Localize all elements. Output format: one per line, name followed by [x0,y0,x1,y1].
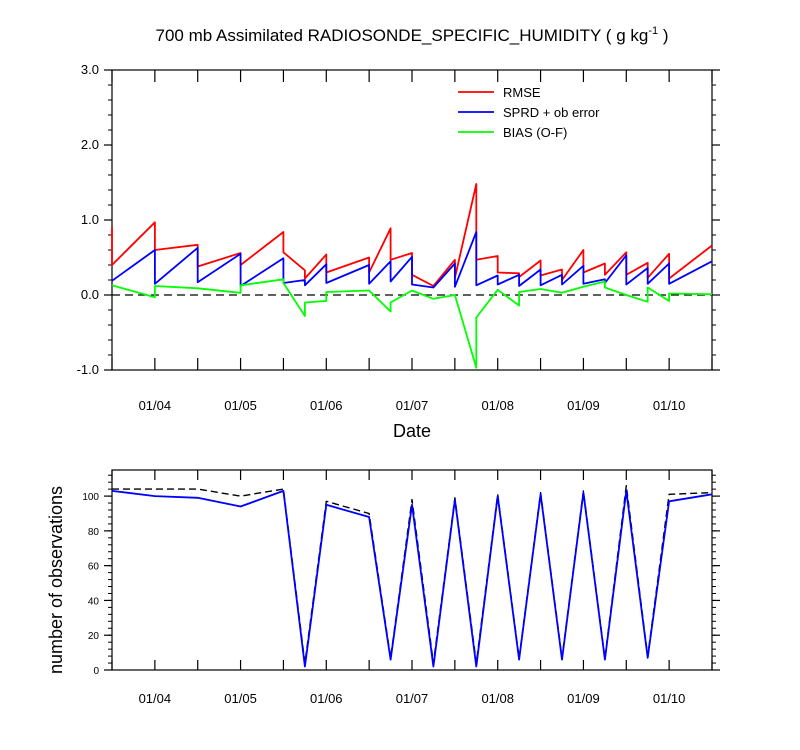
series-line-sprd-ob-error [111,231,713,289]
plot-frame [111,69,713,371]
x-tick-label: 01/10 [653,691,686,706]
x-tick-label: 01/09 [567,398,600,413]
y-tick-label: 3.0 [81,62,99,77]
top-panel: 01/04 01/05 01/06 01/07 01/08 01/09 01/10 3.0 2.… [77,62,720,441]
x-tick-label: 01/08 [481,691,514,706]
y-tick-label: 40 [88,596,100,607]
legend-label: RMSE [503,85,541,100]
y-tick-label: 1.0 [81,212,99,227]
chart-title: 700 mb Assimilated RADIOSONDE_SPECIFIC_H… [156,25,669,45]
series-line-bias-o-f [111,278,713,369]
bottom-panel: 01/04 01/05 01/06 01/07 01/08 01/09 01/10 0 20 40… [46,469,720,706]
y-tick-label: 80 [88,527,100,538]
x-tick-label: 01/05 [224,691,257,706]
y-axis-label: number of observations [46,486,66,674]
y-tick-label: 100 [82,492,99,503]
y-tick-label: 60 [88,562,100,573]
y-tick-label: 0.0 [81,287,99,302]
series-line-observations-possible [112,485,713,664]
x-tick-label: 01/05 [224,398,257,413]
x-tick-label: 01/06 [310,691,343,706]
legend-label: BIAS (O-F) [503,125,567,140]
legend-label: SPRD + ob error [503,105,600,120]
x-tick-label: 01/08 [481,398,514,413]
series-line-observations-assimilated [111,489,713,668]
x-tick-label: 01/09 [567,691,600,706]
y-tick-label: 0 [93,666,99,677]
title-superscript: -1 [648,25,658,37]
x-tick-label: 01/06 [310,398,343,413]
x-axis-label: Date [393,421,431,441]
x-tick-label: 01/07 [396,691,429,706]
x-tick-label: 01/04 [139,691,172,706]
y-tick-label: -1.0 [77,362,99,377]
title-close: ) [658,26,668,45]
x-tick-label: 01/04 [139,398,172,413]
y-tick-label: 20 [88,631,100,642]
y-tick-label: 2.0 [81,137,99,152]
x-tick-label: 01/07 [396,398,429,413]
x-tick-label: 01/10 [653,398,686,413]
